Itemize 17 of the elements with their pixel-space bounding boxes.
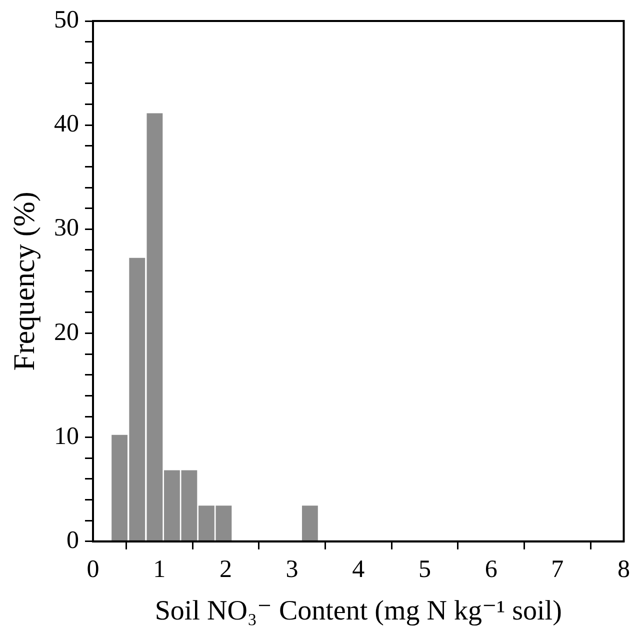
y-tick-label: 30 <box>54 214 79 242</box>
x-axis-title: Soil NO₃⁻ Content (mg N kg⁻¹ soil) <box>154 596 562 627</box>
y-tick-label: 50 <box>54 6 79 34</box>
x-tick-label: 5 <box>418 556 431 583</box>
x-tick-label: 1 <box>153 556 166 583</box>
x-tick-label: 8 <box>618 556 630 583</box>
y-tick-label: 0 <box>66 526 79 554</box>
x-tick-label: 3 <box>286 556 298 583</box>
y-tick-label: 10 <box>54 422 79 450</box>
x-tick-label: 4 <box>352 556 366 583</box>
x-tick-label: 0 <box>86 556 100 583</box>
y-tick-label: 20 <box>54 318 79 346</box>
x-tick-label: 6 <box>484 556 498 583</box>
x-tick-label: 2 <box>219 556 232 583</box>
y-axis-title: Frequency (%) <box>8 192 41 371</box>
y-tick-label: 40 <box>54 110 79 138</box>
x-tick-label: 7 <box>551 556 564 583</box>
